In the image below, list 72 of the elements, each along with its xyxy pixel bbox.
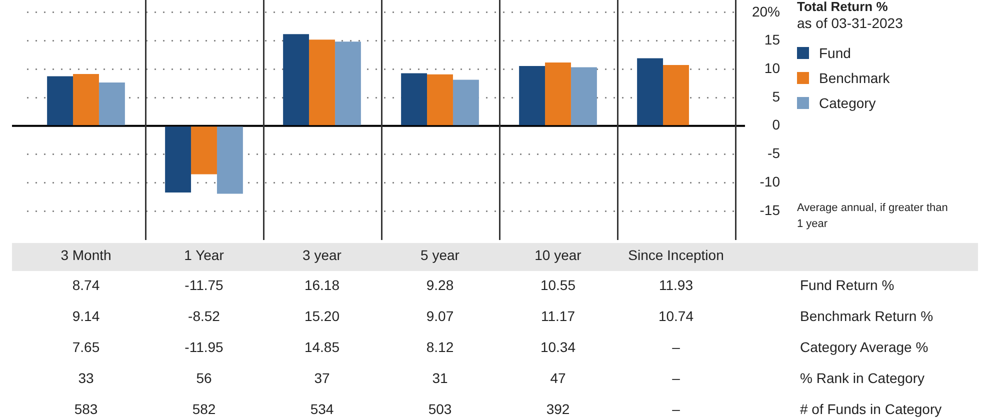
text: Category Average % [800,339,928,355]
data-label: -11.95 [184,339,224,355]
data-label: 9.28 [425,277,455,293]
x-tick-label: 3 Month [60,247,112,263]
y-tick-label: -10 [760,173,780,190]
text: 583 [73,401,99,417]
text: 392 [545,401,571,417]
text: 37 [313,370,331,386]
data-label: 11.93 [658,277,694,293]
data-label: 8.74 [71,277,101,293]
data-label: -11.75 [184,277,224,293]
data-label: 15.20 [303,308,341,324]
legend-label: Category [819,94,876,110]
text: – [671,401,681,417]
x-tick-label: 5 year [420,247,460,263]
text: Total Return % [797,0,889,14]
bar [637,58,664,126]
y-tick-label: -5 [768,145,780,162]
bar [545,62,571,126]
data-label: 9.07 [425,308,455,324]
x-tick-label: 10 year [534,247,582,263]
text: Average annual, if greater than 1 year [797,201,949,232]
bar [98,82,125,126]
text: 31 [431,370,449,386]
y-tick-label: 20% [752,3,780,20]
text: 503 [427,401,453,417]
text: 47 [549,370,567,386]
text: – [672,339,680,355]
y-tick-label: 10 [764,60,780,76]
text: 56 [195,370,213,386]
bar [191,126,217,174]
x-tick-label: Since Inception [627,247,725,263]
bar [165,126,192,193]
y-tick-label: 15 [764,32,780,48]
legend-label: Fund [819,44,851,60]
data-label: 7.65 [71,339,101,355]
bar [452,80,479,126]
bar [401,73,428,126]
data-label: 10.55 [539,277,577,293]
y-tick-label: 0 [772,116,780,133]
text: Fund Return % [800,277,894,293]
bar [309,40,335,126]
text: 582 [191,401,217,417]
bar [570,67,597,126]
bar [73,74,99,126]
data-label: 10.74 [657,308,695,324]
text: Benchmark Return % [800,308,934,324]
bar [663,64,689,126]
bar [283,34,310,126]
bar [334,42,361,126]
bar [47,76,74,126]
text: 33 [77,370,95,386]
bar [519,66,546,126]
data-label: 9.14 [71,308,101,324]
bar [427,74,453,126]
data-label: 10.34 [539,339,577,355]
text: % Rank in Category [800,370,925,386]
bar [216,126,243,194]
data-label: 8.12 [425,339,455,355]
data-label: -8.52 [187,308,221,324]
legend-label: Benchmark [819,70,890,86]
y-tick-label: -15 [760,202,780,218]
data-label: 16.18 [303,277,341,293]
y-tick-label: 5 [772,88,780,104]
text: – [671,370,681,386]
text: 534 [309,401,335,417]
x-tick-label: 1 Year [183,247,225,263]
data-label: 11.17 [540,308,576,324]
data-label: 14.85 [303,339,341,355]
text: # of Funds in Category [800,401,942,417]
x-tick-label: 3 year [302,247,342,263]
text: as of 03-31-2023 [797,14,903,32]
